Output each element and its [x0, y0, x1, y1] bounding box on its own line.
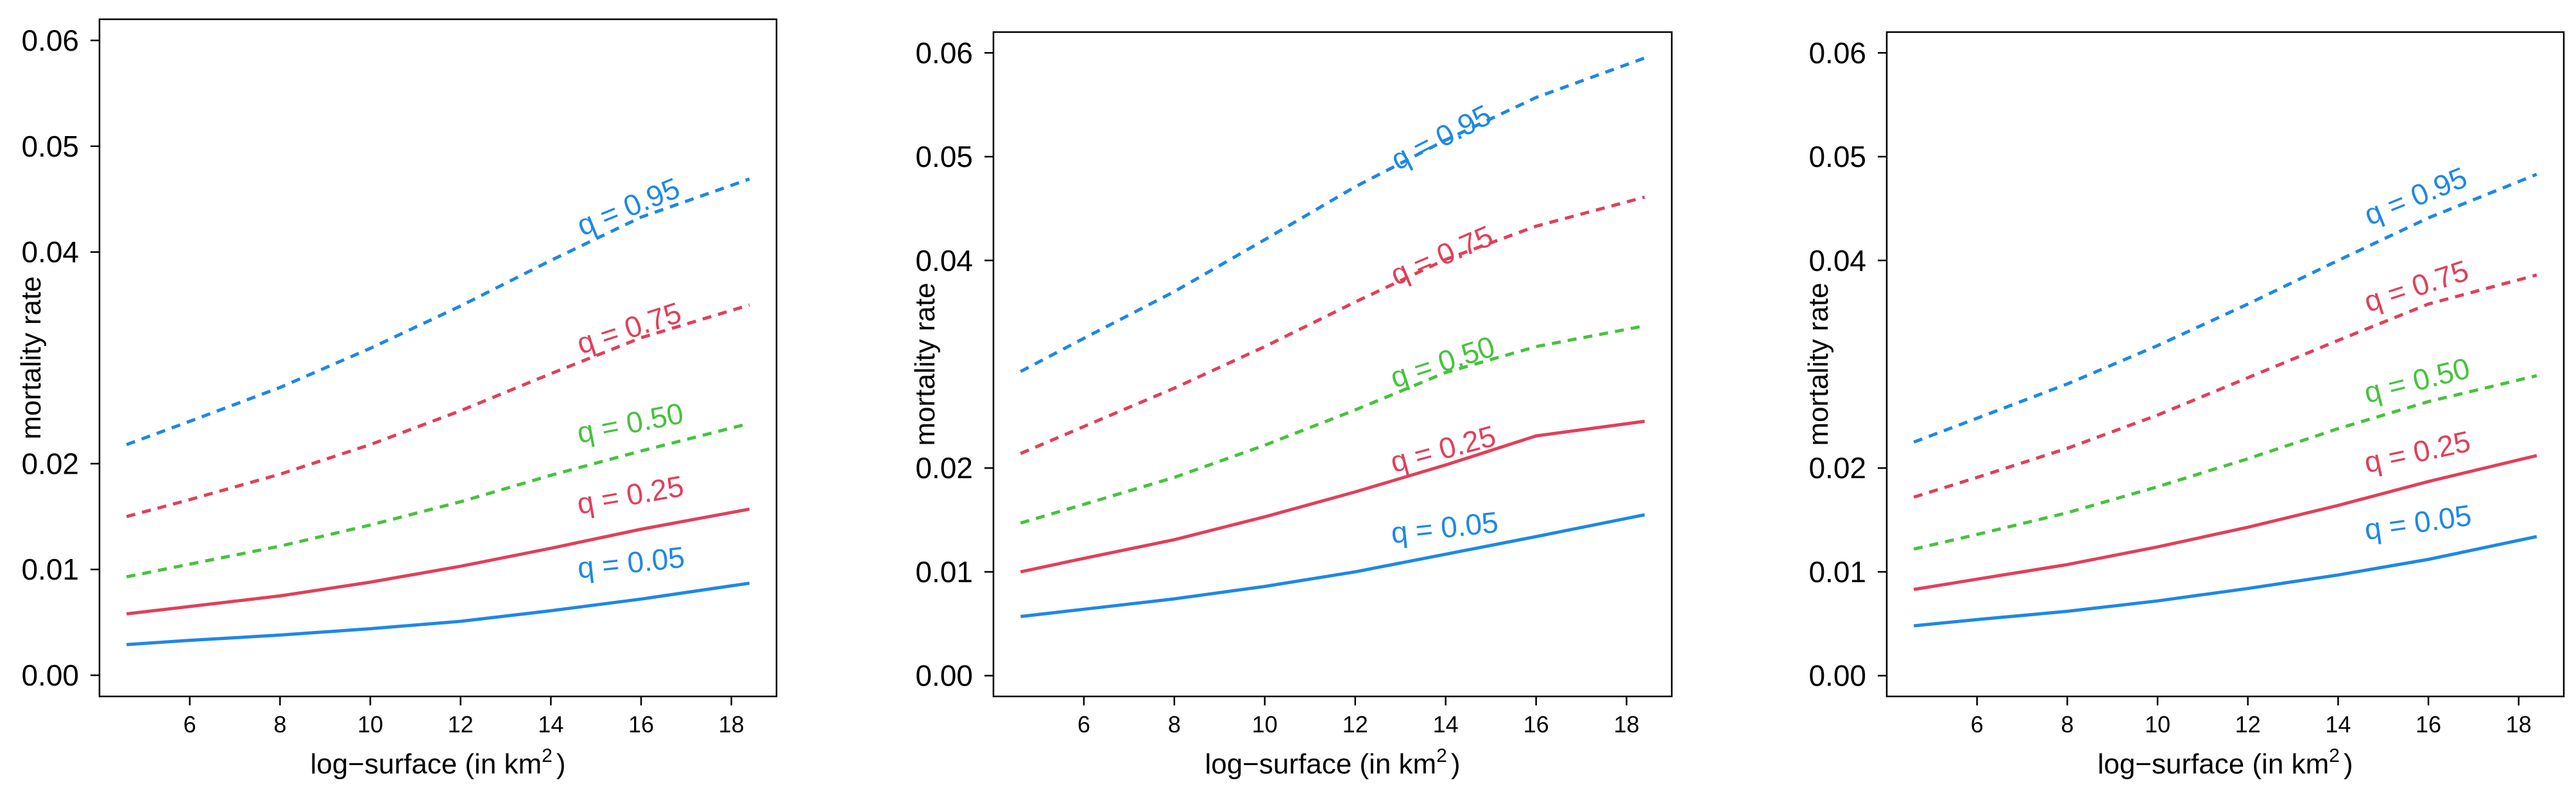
x-tick-label: 18 — [2506, 711, 2532, 738]
series-label: q = 0.95 — [2360, 160, 2472, 232]
series-line-q005 — [1913, 535, 2537, 628]
y-tick-label: 0.05 — [915, 140, 973, 173]
series-label: q = 0.75 — [1386, 219, 1498, 291]
x-tick-label: 14 — [2325, 711, 2351, 738]
x-tick-label: 8 — [273, 711, 286, 738]
x-tick-label: 6 — [1078, 711, 1090, 738]
x-tick-label: 16 — [2416, 711, 2441, 738]
series-label: q = 0.95 — [1386, 98, 1497, 176]
x-axis-label-close: ) — [1451, 748, 1461, 780]
y-tick-label: 0.04 — [21, 236, 79, 269]
series-line-q095 — [1020, 56, 1645, 374]
y-tick-label: 0.04 — [915, 244, 973, 277]
x-axis-label-main: log−surface (in km — [2097, 748, 2329, 780]
series-label: q = 0.05 — [2362, 498, 2473, 546]
series-line-q005 — [1020, 513, 1645, 618]
y-tick-label: 0.00 — [915, 659, 973, 693]
series-line-q025 — [1913, 454, 2537, 591]
x-tick-label: 8 — [2061, 711, 2074, 738]
y-tick-label: 0.05 — [1808, 140, 1866, 173]
x-axis-label: log−surface (in km2) — [1205, 745, 1460, 780]
x-axis-label-close: ) — [2344, 748, 2353, 780]
y-tick-label: 0.02 — [21, 447, 79, 480]
series-label: q = 0.25 — [574, 469, 686, 521]
series-label: q = 0.50 — [574, 396, 686, 449]
series-line-q005 — [126, 582, 750, 646]
series-line-q050 — [126, 422, 750, 579]
series-line-q075 — [126, 303, 750, 519]
y-axis-label: mortality rate — [1803, 282, 1834, 445]
x-tick-label: 10 — [357, 711, 383, 738]
x-tick-label: 16 — [1524, 711, 1549, 738]
panel-right: 0.00 0.01 0.02 0.04 0.05 0.06 6 8 10 12 14 16 18 log−… — [1803, 31, 2565, 780]
x-tick-label: 6 — [184, 711, 196, 738]
series-label: q = 0.50 — [1386, 329, 1498, 394]
series-line-q050 — [1913, 374, 2537, 551]
y-tick-label: 0.06 — [21, 24, 79, 57]
x-tick-label: 12 — [448, 711, 474, 738]
y-axis-label: mortality rate — [909, 282, 941, 445]
x-tick-label: 14 — [1433, 711, 1459, 738]
series-label: q = 0.95 — [572, 171, 685, 242]
series-label: q = 0.25 — [1387, 418, 1499, 479]
y-tick-label: 0.06 — [915, 36, 973, 69]
y-tick-label: 0.01 — [21, 553, 79, 586]
series-line-q050 — [1020, 324, 1645, 525]
series-line-q075 — [1020, 195, 1645, 455]
x-axis-label-close: ) — [556, 748, 566, 780]
x-tick-label: 16 — [628, 711, 654, 738]
series-line-q075 — [1913, 273, 2537, 499]
x-tick-label: 18 — [1614, 711, 1640, 738]
y-tick-label: 0.02 — [915, 451, 973, 485]
x-axis-label-superscript: 2 — [1436, 745, 1447, 766]
y-tick-label: 0.00 — [21, 659, 79, 692]
series-label: q = 0.50 — [2360, 351, 2473, 410]
y-tick-label: 0.06 — [1808, 36, 1866, 69]
x-axis-label-main: log−surface (in km — [1205, 748, 1436, 780]
x-tick-label: 8 — [1168, 711, 1181, 738]
panel-middle: 0.00 0.01 0.02 0.04 0.05 0.06 6 8 10 12 14 16 18 log−… — [909, 31, 1673, 780]
x-tick-label: 10 — [2145, 711, 2170, 738]
plot-frame — [992, 31, 1673, 698]
series-label: q = 0.25 — [2361, 424, 2473, 479]
x-tick-label: 10 — [1252, 711, 1278, 738]
x-tick-label: 6 — [1971, 711, 1984, 738]
panel-left: 0.00 0.01 0.02 0.04 0.05 0.06 6 8 10 12 14 16 18 log−… — [15, 18, 778, 780]
x-tick-label: 12 — [1343, 711, 1368, 738]
series-line-q095 — [1913, 173, 2537, 444]
y-tick-label: 0.00 — [1808, 659, 1866, 693]
y-tick-label: 0.01 — [1808, 555, 1866, 589]
x-tick-label: 18 — [719, 711, 744, 738]
x-axis-label: log−surface (in km2) — [2097, 745, 2353, 780]
series-line-q095 — [126, 177, 750, 447]
x-tick-label: 14 — [538, 711, 563, 738]
series-line-q025 — [1020, 419, 1645, 574]
series-label: q = 0.05 — [1389, 505, 1500, 549]
plot-frame — [98, 18, 778, 698]
y-tick-label: 0.02 — [1808, 451, 1866, 485]
series-label: q = 0.75 — [572, 295, 685, 360]
x-axis-label-superscript: 2 — [2329, 745, 2340, 766]
x-tick-label: 12 — [2235, 711, 2261, 738]
y-tick-label: 0.04 — [1808, 244, 1866, 277]
y-axis-label: mortality rate — [15, 276, 47, 439]
series-label: q = 0.05 — [576, 540, 686, 585]
y-tick-label: 0.05 — [21, 130, 79, 163]
series-line-q025 — [126, 507, 750, 616]
x-axis-label-superscript: 2 — [542, 745, 553, 766]
y-tick-label: 0.01 — [915, 555, 973, 589]
plot-frame — [1885, 31, 2565, 698]
x-axis-label-main: log−surface (in km — [310, 748, 542, 780]
x-axis-label: log−surface (in km2) — [310, 745, 565, 780]
